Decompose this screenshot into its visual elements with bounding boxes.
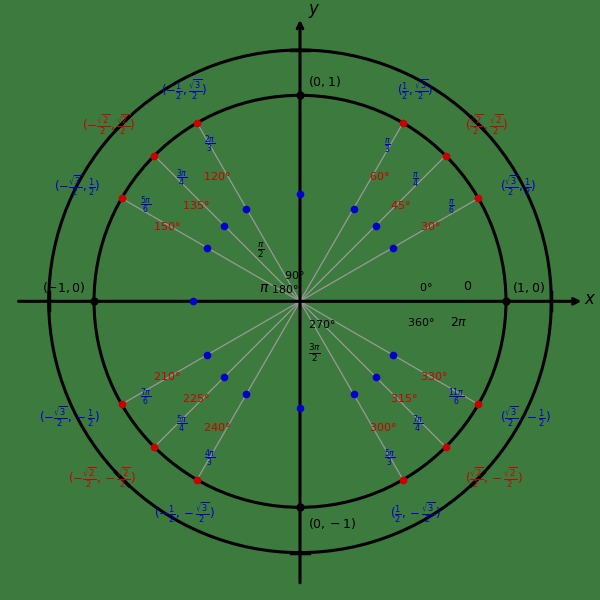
Text: $60°$: $60°$ xyxy=(369,170,389,182)
Text: $30°$: $30°$ xyxy=(419,220,440,232)
Text: $(\frac{1}{2},\frac{\sqrt{3}}{2})$: $(\frac{1}{2},\frac{\sqrt{3}}{2})$ xyxy=(397,77,434,101)
Text: $300°$: $300°$ xyxy=(369,421,397,433)
Text: $2\pi$: $2\pi$ xyxy=(451,316,468,329)
Text: $360°$: $360°$ xyxy=(407,316,435,328)
Text: $\frac{\pi}{3}$: $\frac{\pi}{3}$ xyxy=(385,136,391,155)
Text: $(\frac{\sqrt{2}}{2},\frac{\sqrt{2}}{2})$: $(\frac{\sqrt{2}}{2},\frac{\sqrt{2}}{2})… xyxy=(464,112,508,137)
Text: $(-1,0)$: $(-1,0)$ xyxy=(42,280,86,295)
Text: $\frac{5\pi}{6}$: $\frac{5\pi}{6}$ xyxy=(140,194,152,216)
Text: $225°$: $225°$ xyxy=(182,392,209,404)
Text: $(\frac{1}{2},-\frac{\sqrt{3}}{2})$: $(\frac{1}{2},-\frac{\sqrt{3}}{2})$ xyxy=(390,501,441,526)
Text: $\frac{\pi}{6}$: $\frac{\pi}{6}$ xyxy=(448,197,455,216)
Text: $(-\frac{\sqrt{3}}{2},-\frac{1}{2})$: $(-\frac{\sqrt{3}}{2},-\frac{1}{2})$ xyxy=(40,404,100,429)
Text: $(0,-1)$: $(0,-1)$ xyxy=(308,515,356,530)
Text: $180°$: $180°$ xyxy=(271,283,299,295)
Text: $\pi$: $\pi$ xyxy=(259,281,269,295)
Text: $(-\frac{\sqrt{2}}{2},-\frac{\sqrt{2}}{2})$: $(-\frac{\sqrt{2}}{2},-\frac{\sqrt{2}}{2… xyxy=(68,466,136,490)
Text: $\frac{2\pi}{3}$: $\frac{2\pi}{3}$ xyxy=(204,134,215,155)
Text: $45°$: $45°$ xyxy=(391,199,411,211)
Text: $\frac{11\pi}{6}$: $\frac{11\pi}{6}$ xyxy=(448,387,465,408)
Text: $\frac{\pi}{4}$: $\frac{\pi}{4}$ xyxy=(412,170,419,189)
Text: $(1,0)$: $(1,0)$ xyxy=(512,280,545,295)
Text: $(\frac{\sqrt{3}}{2},\frac{1}{2})$: $(\frac{\sqrt{3}}{2},\frac{1}{2})$ xyxy=(500,174,536,198)
Text: $315°$: $315°$ xyxy=(391,392,418,404)
Text: $\frac{4\pi}{3}$: $\frac{4\pi}{3}$ xyxy=(204,448,215,469)
Text: $\frac{3\pi}{2}$: $\frac{3\pi}{2}$ xyxy=(308,343,321,364)
Text: $330°$: $330°$ xyxy=(419,370,447,382)
Text: $\frac{5\pi}{4}$: $\frac{5\pi}{4}$ xyxy=(176,413,188,435)
Text: $(\frac{\sqrt{2}}{2},-\frac{\sqrt{2}}{2})$: $(\frac{\sqrt{2}}{2},-\frac{\sqrt{2}}{2}… xyxy=(464,466,523,490)
Text: $(0,1)$: $(0,1)$ xyxy=(308,74,341,89)
Text: $\frac{7\pi}{6}$: $\frac{7\pi}{6}$ xyxy=(140,387,152,408)
Text: $240°$: $240°$ xyxy=(203,421,231,433)
Text: $135°$: $135°$ xyxy=(182,199,209,211)
Text: $(-\frac{\sqrt{3}}{2},\frac{1}{2})$: $(-\frac{\sqrt{3}}{2},\frac{1}{2})$ xyxy=(54,174,100,198)
Text: $(-\frac{\sqrt{2}}{2},\frac{\sqrt{2}}{2})$: $(-\frac{\sqrt{2}}{2},\frac{\sqrt{2}}{2}… xyxy=(82,112,136,137)
Text: $120°$: $120°$ xyxy=(203,170,231,182)
Text: $90°$: $90°$ xyxy=(284,269,304,281)
Text: $150°$: $150°$ xyxy=(153,220,181,232)
Text: $\frac{5\pi}{3}$: $\frac{5\pi}{3}$ xyxy=(385,448,396,469)
Text: $(\frac{\sqrt{3}}{2},-\frac{1}{2})$: $(\frac{\sqrt{3}}{2},-\frac{1}{2})$ xyxy=(500,404,551,429)
Text: $x$: $x$ xyxy=(584,290,596,308)
Text: $(-\frac{1}{2},-\frac{\sqrt{3}}{2})$: $(-\frac{1}{2},-\frac{\sqrt{3}}{2})$ xyxy=(154,501,215,526)
Text: $0$: $0$ xyxy=(463,280,472,293)
Text: $\frac{7\pi}{4}$: $\frac{7\pi}{4}$ xyxy=(412,413,424,435)
Text: $0°$: $0°$ xyxy=(419,281,433,293)
Text: $\frac{\pi}{2}$: $\frac{\pi}{2}$ xyxy=(257,241,265,260)
Text: $210°$: $210°$ xyxy=(153,370,181,382)
Text: $y$: $y$ xyxy=(308,2,320,20)
Text: $270°$: $270°$ xyxy=(308,318,336,330)
Text: $\frac{3\pi}{4}$: $\frac{3\pi}{4}$ xyxy=(176,167,188,189)
Text: $(-\frac{1}{2},\frac{\sqrt{3}}{2})$: $(-\frac{1}{2},\frac{\sqrt{3}}{2})$ xyxy=(161,77,208,101)
